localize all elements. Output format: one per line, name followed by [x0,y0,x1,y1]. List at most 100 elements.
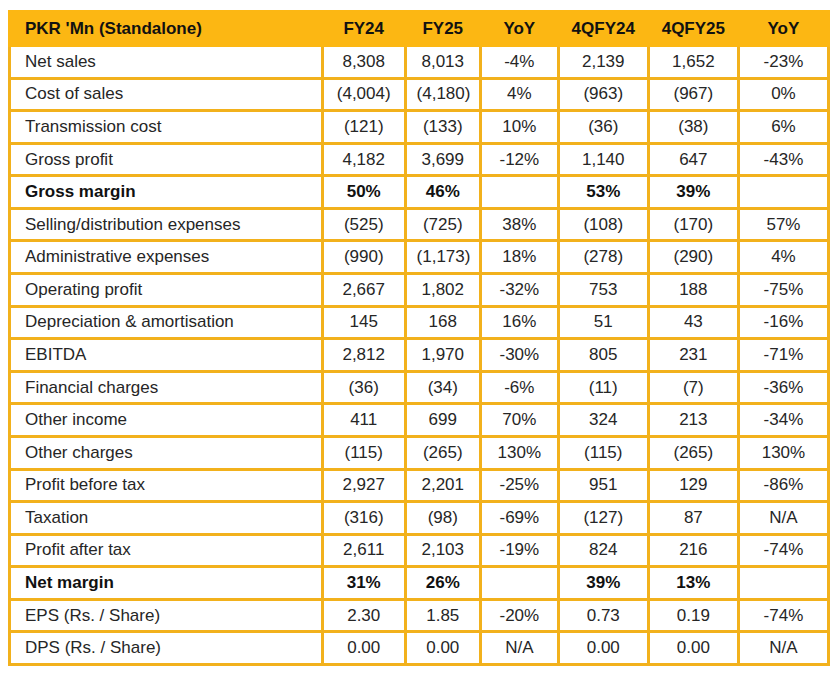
cell-value: (316) [322,502,405,535]
cell-value: (36) [558,111,648,144]
cell-value: -20% [480,599,558,632]
financials-table: PKR 'Mn (Standalone) FY24 FY25 YoY 4QFY2… [8,10,830,666]
table-row: Operating profit2,6671,802-32%753188-75% [10,274,829,307]
table-row: Other income41169970%324213-34% [10,404,829,437]
cell-value: 0.73 [558,599,648,632]
cell-value: 753 [558,274,648,307]
column-header-fy25: FY25 [405,12,480,46]
cell-value: 805 [558,339,648,372]
row-label: Net margin [10,567,323,600]
cell-value: 188 [648,274,738,307]
cell-value: (525) [322,208,405,241]
row-label: EBITDA [10,339,323,372]
cell-value: 0.00 [558,632,648,665]
cell-value: (133) [405,111,480,144]
cell-value: 324 [558,404,648,437]
cell-value [480,176,558,209]
table-row: Gross profit4,1823,699-12%1,140647-43% [10,143,829,176]
financial-results-page: PKR 'Mn (Standalone) FY24 FY25 YoY 4QFY2… [0,0,838,674]
cell-value: (1,173) [405,241,480,274]
cell-value: 411 [322,404,405,437]
cell-value: 824 [558,534,648,567]
table-row: Other charges(115)(265)130%(115)(265)130… [10,436,829,469]
cell-value: 2,103 [405,534,480,567]
table-row: Gross margin50%46%53%39% [10,176,829,209]
row-label: Other income [10,404,323,437]
table-row: DPS (Rs. / Share)0.000.00N/A0.000.00N/A [10,632,829,665]
cell-value: 168 [405,306,480,339]
cell-value: 51 [558,306,648,339]
cell-value: (7) [648,371,738,404]
cell-value: 53% [558,176,648,209]
table-body: Net sales8,3088,013-4%2,1391,652-23%Cost… [10,46,829,665]
row-label: Cost of sales [10,78,323,111]
column-header-title: PKR 'Mn (Standalone) [10,12,323,46]
cell-value: 0.00 [648,632,738,665]
cell-value: 4% [738,241,828,274]
cell-value: 31% [322,567,405,600]
cell-value: -86% [738,469,828,502]
cell-value: -19% [480,534,558,567]
cell-value: 231 [648,339,738,372]
table-row: Administrative expenses(990)(1,173)18%(2… [10,241,829,274]
cell-value: 87 [648,502,738,535]
cell-value: 8,013 [405,46,480,79]
cell-value: -74% [738,599,828,632]
row-label: Other charges [10,436,323,469]
cell-value: (34) [405,371,480,404]
table-row: Cost of sales(4,004)(4,180)4%(963)(967)0… [10,78,829,111]
cell-value: -36% [738,371,828,404]
column-header-fy24: FY24 [322,12,405,46]
row-label: Selling/distribution expenses [10,208,323,241]
row-label: Operating profit [10,274,323,307]
cell-value: -32% [480,274,558,307]
table-row: Transmission cost(121)(133)10%(36)(38)6% [10,111,829,144]
table-row: Net sales8,3088,013-4%2,1391,652-23% [10,46,829,79]
cell-value: 38% [480,208,558,241]
cell-value: 0.19 [648,599,738,632]
cell-value: (127) [558,502,648,535]
cell-value: 0.00 [405,632,480,665]
cell-value: 1.85 [405,599,480,632]
cell-value: 1,140 [558,143,648,176]
cell-value: (36) [322,371,405,404]
cell-value: -25% [480,469,558,502]
table-row: EBITDA2,8121,970-30%805231-71% [10,339,829,372]
cell-value: 130% [738,436,828,469]
cell-value: 2,927 [322,469,405,502]
cell-value: (967) [648,78,738,111]
cell-value: 213 [648,404,738,437]
cell-value: 57% [738,208,828,241]
table-row: Profit after tax2,6112,103-19%824216-74% [10,534,829,567]
cell-value: (990) [322,241,405,274]
row-label: DPS (Rs. / Share) [10,632,323,665]
cell-value: 39% [558,567,648,600]
cell-value: -69% [480,502,558,535]
row-label: Gross profit [10,143,323,176]
cell-value: -23% [738,46,828,79]
cell-value: -74% [738,534,828,567]
table-row: Depreciation & amortisation14516816%5143… [10,306,829,339]
cell-value: 2,667 [322,274,405,307]
cell-value: N/A [738,632,828,665]
cell-value: (121) [322,111,405,144]
table-row: Net margin31%26%39%13% [10,567,829,600]
cell-value: 1,802 [405,274,480,307]
cell-value: 8,308 [322,46,405,79]
cell-value: (115) [322,436,405,469]
row-label: Depreciation & amortisation [10,306,323,339]
row-label: Profit before tax [10,469,323,502]
cell-value [480,567,558,600]
cell-value: 145 [322,306,405,339]
column-header-yoy-quarter: YoY [738,12,828,46]
table-row: Selling/distribution expenses(525)(725)3… [10,208,829,241]
cell-value: 1,970 [405,339,480,372]
cell-value: 46% [405,176,480,209]
cell-value: 129 [648,469,738,502]
table-row: EPS (Rs. / Share)2.301.85-20%0.730.19-74… [10,599,829,632]
row-label: Gross margin [10,176,323,209]
cell-value: (115) [558,436,648,469]
cell-value: -43% [738,143,828,176]
cell-value: 50% [322,176,405,209]
cell-value [738,567,828,600]
